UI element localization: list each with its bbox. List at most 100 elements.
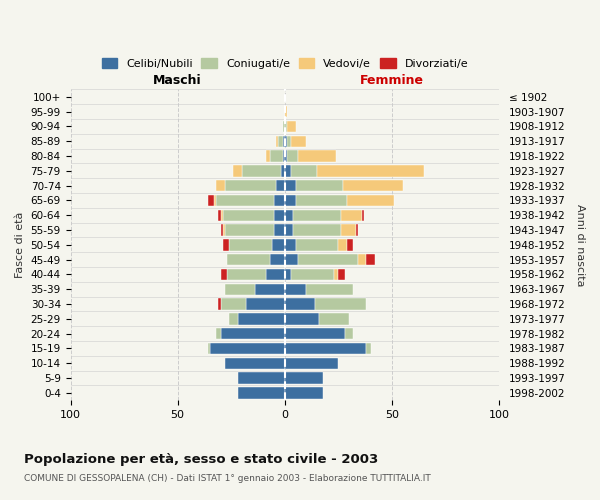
- Bar: [366, 254, 375, 266]
- Bar: [238, 372, 285, 384]
- Bar: [362, 210, 364, 221]
- Bar: [208, 194, 214, 206]
- Bar: [223, 210, 274, 221]
- Bar: [225, 180, 276, 192]
- Bar: [218, 210, 221, 221]
- Bar: [266, 268, 285, 280]
- Bar: [285, 165, 291, 176]
- Bar: [298, 150, 336, 162]
- Bar: [214, 194, 216, 206]
- Bar: [227, 254, 270, 266]
- Y-axis label: Anni di nascita: Anni di nascita: [575, 204, 585, 286]
- Bar: [291, 136, 306, 147]
- Bar: [345, 328, 353, 340]
- Bar: [223, 239, 229, 250]
- Bar: [276, 136, 278, 147]
- Bar: [229, 313, 238, 324]
- Legend: Celibi/Nubili, Coniugati/e, Vedovi/e, Divorziati/e: Celibi/Nubili, Coniugati/e, Vedovi/e, Di…: [98, 54, 472, 72]
- Bar: [285, 387, 323, 398]
- Bar: [291, 268, 334, 280]
- Bar: [225, 284, 255, 295]
- Bar: [285, 254, 298, 266]
- Bar: [285, 194, 296, 206]
- Bar: [274, 194, 285, 206]
- Bar: [276, 180, 285, 192]
- Bar: [218, 298, 221, 310]
- Bar: [255, 284, 285, 295]
- Bar: [347, 239, 353, 250]
- Bar: [246, 298, 285, 310]
- Bar: [221, 210, 223, 221]
- Bar: [283, 150, 285, 162]
- Bar: [285, 180, 296, 192]
- Bar: [216, 180, 225, 192]
- Bar: [347, 194, 394, 206]
- Bar: [317, 165, 424, 176]
- Bar: [293, 224, 341, 236]
- Bar: [266, 150, 270, 162]
- Bar: [223, 224, 225, 236]
- Bar: [285, 239, 296, 250]
- Bar: [287, 150, 298, 162]
- Bar: [233, 165, 242, 176]
- Bar: [285, 268, 291, 280]
- Bar: [225, 224, 274, 236]
- Bar: [291, 165, 317, 176]
- Bar: [285, 298, 315, 310]
- Bar: [334, 268, 338, 280]
- Bar: [287, 136, 291, 147]
- Bar: [274, 210, 285, 221]
- Bar: [225, 358, 285, 369]
- Bar: [238, 387, 285, 398]
- Bar: [229, 239, 272, 250]
- Text: COMUNE DI GESSOPALENA (CH) - Dati ISTAT 1° gennaio 2003 - Elaborazione TUTTITALI: COMUNE DI GESSOPALENA (CH) - Dati ISTAT …: [24, 474, 431, 483]
- Text: Femmine: Femmine: [360, 74, 424, 86]
- Bar: [210, 342, 285, 354]
- Bar: [238, 313, 285, 324]
- Bar: [285, 150, 287, 162]
- Bar: [285, 106, 287, 118]
- Bar: [283, 120, 285, 132]
- Bar: [296, 194, 347, 206]
- Bar: [227, 268, 266, 280]
- Bar: [221, 328, 285, 340]
- Bar: [341, 224, 356, 236]
- Bar: [283, 136, 285, 147]
- Bar: [338, 268, 345, 280]
- Bar: [319, 313, 349, 324]
- Text: Maschi: Maschi: [154, 74, 202, 86]
- Bar: [343, 180, 403, 192]
- Bar: [358, 254, 366, 266]
- Bar: [221, 224, 223, 236]
- Bar: [221, 298, 246, 310]
- Bar: [285, 136, 287, 147]
- Bar: [366, 342, 371, 354]
- Bar: [285, 372, 323, 384]
- Bar: [296, 239, 338, 250]
- Bar: [272, 239, 285, 250]
- Bar: [296, 180, 343, 192]
- Bar: [293, 210, 341, 221]
- Bar: [356, 224, 358, 236]
- Bar: [285, 210, 293, 221]
- Bar: [341, 210, 362, 221]
- Bar: [221, 268, 227, 280]
- Bar: [242, 165, 281, 176]
- Bar: [270, 254, 285, 266]
- Bar: [281, 165, 285, 176]
- Y-axis label: Fasce di età: Fasce di età: [15, 212, 25, 278]
- Bar: [285, 358, 338, 369]
- Bar: [285, 313, 319, 324]
- Bar: [285, 120, 287, 132]
- Text: Popolazione per età, sesso e stato civile - 2003: Popolazione per età, sesso e stato civil…: [24, 452, 378, 466]
- Bar: [285, 284, 306, 295]
- Bar: [315, 298, 366, 310]
- Bar: [306, 284, 353, 295]
- Bar: [208, 342, 210, 354]
- Bar: [285, 224, 293, 236]
- Bar: [287, 120, 296, 132]
- Bar: [285, 342, 366, 354]
- Bar: [216, 194, 274, 206]
- Bar: [278, 136, 283, 147]
- Bar: [285, 328, 345, 340]
